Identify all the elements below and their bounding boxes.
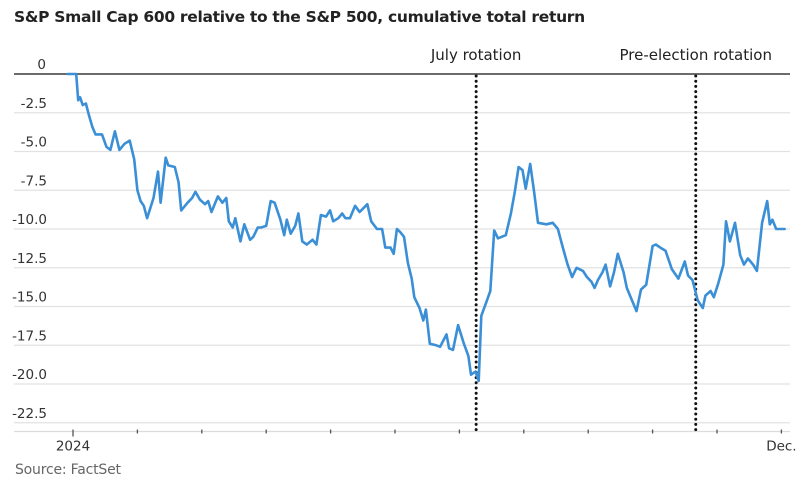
y-tick-label: 0 <box>37 57 46 73</box>
x-tick-label: 2024 <box>56 439 90 455</box>
y-tick-label: -17.5 <box>12 328 47 344</box>
y-tick-label: -5.0 <box>21 135 47 151</box>
x-axis: 2024 Dec. <box>14 429 797 455</box>
y-tick-label: -20.0 <box>12 367 47 383</box>
gridlines <box>14 73 790 424</box>
y-tick-label: -12.5 <box>12 251 47 267</box>
y-tick-label: -22.5 <box>12 406 47 422</box>
annotations: July rotation Pre-election rotation <box>430 46 772 432</box>
y-tick-label: -2.5 <box>21 96 47 112</box>
y-axis-ticks: 0 -2.5 -5.0 -7.5 -10.0 -12.5 -15.0 -17.5 -20.0 -2… <box>12 57 47 422</box>
series-layer <box>66 72 786 383</box>
y-tick-label: -7.5 <box>21 173 47 189</box>
series-line <box>66 72 786 383</box>
annotation-label: Pre-election rotation <box>620 46 772 64</box>
chart-title: S&P Small Cap 600 relative to the S&P 50… <box>14 8 585 26</box>
annotation-label: July rotation <box>430 46 522 64</box>
y-tick-label: -10.0 <box>12 212 47 228</box>
source-note: Source: FactSet <box>15 462 121 478</box>
y-tick-label: -15.0 <box>12 290 47 306</box>
x-tick-label: Dec. <box>766 439 796 455</box>
